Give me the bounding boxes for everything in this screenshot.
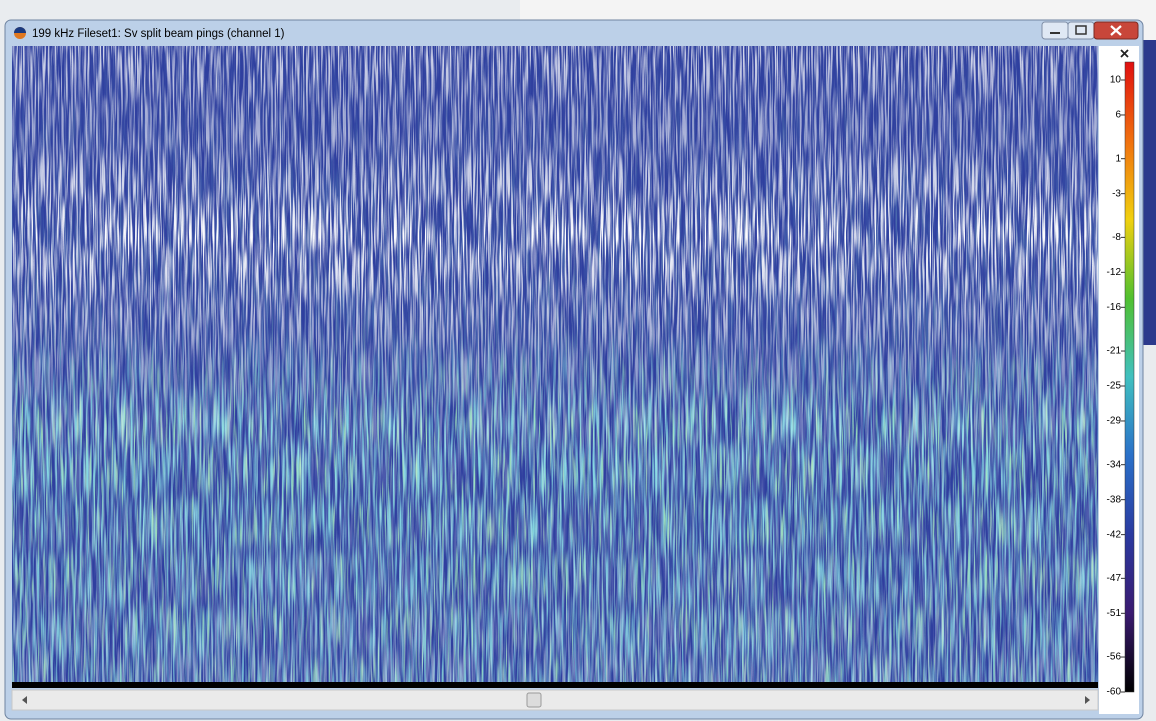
colorbar-tick-label: -60 [1107, 687, 1122, 698]
colorbar-tick-label: -12 [1107, 267, 1122, 278]
maximize-button[interactable] [1068, 22, 1094, 39]
colorbar [1125, 62, 1134, 692]
colorbar-tick-label: -3 [1112, 188, 1121, 199]
minimize-button[interactable] [1042, 22, 1068, 39]
colorbar-tick-label: -16 [1107, 302, 1122, 313]
colorbar-tick-label: 1 [1115, 153, 1121, 164]
screen: 199 kHz Fileset1: Sv split beam pings (c… [0, 0, 1156, 721]
echogram-bottom-line [12, 682, 1098, 688]
scroll-track[interactable] [12, 690, 1098, 710]
scroll-thumb[interactable] [527, 693, 541, 707]
window-controls [1042, 22, 1138, 39]
background-echogram [1143, 40, 1156, 345]
page: {"window": {"title": "199 kHz Fileset1: … [0, 0, 1156, 721]
colorbar-tick-label: -47 [1107, 573, 1122, 584]
window-title: 199 kHz Fileset1: Sv split beam pings (c… [32, 28, 285, 40]
colorbar-tick-label: -34 [1107, 459, 1122, 470]
colorbar-tick-label: -38 [1107, 494, 1122, 505]
colorbar-tick-label: -8 [1112, 232, 1121, 243]
colorbar-tick-label: -51 [1107, 608, 1122, 619]
echogram-white-layer [12, 46, 1098, 684]
colorbar-tick-label: -21 [1107, 346, 1122, 357]
colorbar-tick-label: 10 [1110, 75, 1122, 86]
colorbar-tick-label: -56 [1107, 652, 1122, 663]
colorbar-tick-label: -42 [1107, 529, 1122, 540]
colorbar-tick-label: -25 [1107, 381, 1122, 392]
colorbar-tick-label: 6 [1115, 110, 1121, 121]
scrollbar[interactable] [12, 690, 1098, 710]
echogram [12, 46, 1098, 688]
colorbar-tick-label: -29 [1107, 416, 1122, 427]
